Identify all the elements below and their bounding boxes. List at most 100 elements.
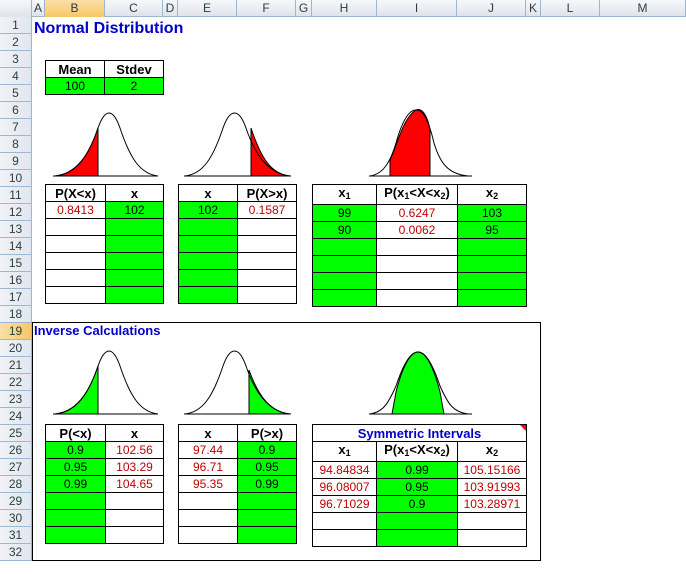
- x-input-cell[interactable]: [178, 235, 238, 253]
- column-header-f[interactable]: F: [237, 0, 296, 17]
- row-header-26[interactable]: 26: [0, 442, 32, 459]
- prob-input[interactable]: [45, 509, 106, 527]
- row-header-14[interactable]: 14: [0, 238, 32, 255]
- prob-input[interactable]: 0.99: [237, 475, 297, 493]
- row-header-3[interactable]: 3: [0, 51, 32, 68]
- prob-input[interactable]: 0.95: [376, 478, 458, 496]
- row-header-23[interactable]: 23: [0, 391, 32, 408]
- column-header-b[interactable]: B: [45, 0, 105, 17]
- row-header-30[interactable]: 30: [0, 510, 32, 527]
- x-input-cell[interactable]: [178, 218, 238, 236]
- row-header-22[interactable]: 22: [0, 374, 32, 391]
- column-header-i[interactable]: I: [377, 0, 457, 17]
- column-header-a[interactable]: A: [32, 0, 45, 17]
- row-header-15[interactable]: 15: [0, 255, 32, 272]
- header-x: x: [178, 424, 238, 442]
- prob-input[interactable]: [45, 526, 106, 544]
- x2-input[interactable]: [457, 255, 527, 273]
- prob-input[interactable]: 0.9: [45, 441, 106, 459]
- prob-input[interactable]: 0.9: [237, 441, 297, 459]
- x2-input[interactable]: [457, 289, 527, 307]
- row-header-8[interactable]: 8: [0, 136, 32, 153]
- shaded-area: [54, 365, 99, 415]
- row-header-25[interactable]: 25: [0, 425, 32, 442]
- x1-input[interactable]: 90: [312, 221, 377, 239]
- column-header-d[interactable]: D: [163, 0, 178, 17]
- x-input-cell[interactable]: [105, 235, 164, 253]
- prob-input[interactable]: [376, 512, 458, 530]
- column-header-l[interactable]: L: [541, 0, 600, 17]
- x2-input[interactable]: [457, 238, 527, 256]
- row-header-13[interactable]: 13: [0, 221, 32, 238]
- empty-cell: [105, 509, 164, 527]
- prob-input[interactable]: [376, 529, 458, 547]
- cdf-left-x-input[interactable]: 102: [105, 201, 164, 219]
- x1-input[interactable]: [312, 255, 377, 273]
- row-header-12[interactable]: 12: [0, 204, 32, 221]
- row-header-6[interactable]: 6: [0, 102, 32, 119]
- column-header-c[interactable]: C: [105, 0, 163, 17]
- prob-input[interactable]: 0.99: [376, 461, 458, 479]
- row-header-32[interactable]: 32: [0, 544, 32, 561]
- bell-right-tail-green: [184, 350, 291, 415]
- row-header-24[interactable]: 24: [0, 408, 32, 425]
- prob-input[interactable]: [237, 509, 297, 527]
- comment-indicator-icon[interactable]: [520, 425, 526, 431]
- x-input-cell[interactable]: [105, 252, 164, 270]
- x-input-cell[interactable]: [178, 252, 238, 270]
- row-header-17[interactable]: 17: [0, 289, 32, 306]
- prob-input[interactable]: 0.95: [237, 458, 297, 476]
- column-header-g[interactable]: G: [296, 0, 312, 17]
- prob-input[interactable]: [237, 526, 297, 544]
- row-header-4[interactable]: 4: [0, 68, 32, 85]
- row-header-9[interactable]: 9: [0, 153, 32, 170]
- column-header-h[interactable]: H: [312, 0, 377, 17]
- x-input-cell[interactable]: [178, 269, 238, 287]
- header-p-between: P(x1<X<x2): [376, 184, 458, 205]
- prob-input[interactable]: 0.95: [45, 458, 106, 476]
- column-header-k[interactable]: K: [526, 0, 541, 17]
- row-header-27[interactable]: 27: [0, 459, 32, 476]
- prob-input[interactable]: 0.9: [376, 495, 458, 513]
- x-input-cell[interactable]: [105, 218, 164, 236]
- column-header-m[interactable]: M: [600, 0, 686, 17]
- column-header-j[interactable]: J: [457, 0, 526, 17]
- row-header-2[interactable]: 2: [0, 34, 32, 51]
- prob-input[interactable]: [45, 492, 106, 510]
- x1-input[interactable]: [312, 289, 377, 307]
- select-all-corner[interactable]: [0, 0, 32, 17]
- row-header-29[interactable]: 29: [0, 493, 32, 510]
- x1-input[interactable]: [312, 238, 377, 256]
- x2-input[interactable]: 103: [457, 204, 527, 222]
- row-header-10[interactable]: 10: [0, 170, 32, 187]
- x-input-cell[interactable]: [105, 269, 164, 287]
- x2-input[interactable]: 95: [457, 221, 527, 239]
- shaded-area: [248, 369, 291, 415]
- row-header-20[interactable]: 20: [0, 340, 32, 357]
- bell-right-tail-red: [184, 112, 291, 177]
- x-input-cell[interactable]: [178, 286, 238, 304]
- row-header-18[interactable]: 18: [0, 306, 32, 323]
- row-header-11[interactable]: 11: [0, 187, 32, 204]
- empty-cell: [45, 235, 106, 253]
- row-header-16[interactable]: 16: [0, 272, 32, 289]
- row-header-1[interactable]: 1: [0, 17, 32, 34]
- row-header-5[interactable]: 5: [0, 85, 32, 102]
- x1-input[interactable]: 99: [312, 204, 377, 222]
- column-header-e[interactable]: E: [178, 0, 237, 17]
- header-p-lt: P(<x): [45, 424, 106, 442]
- prob-input[interactable]: 0.99: [45, 475, 106, 493]
- stdev-input[interactable]: 2: [104, 77, 164, 95]
- cdf-right-x-input[interactable]: 102: [178, 201, 238, 219]
- mean-input[interactable]: 100: [45, 77, 105, 95]
- row-header-7[interactable]: 7: [0, 119, 32, 136]
- row-header-19[interactable]: 19: [0, 323, 32, 340]
- x-input-cell[interactable]: [105, 286, 164, 304]
- x1-input[interactable]: [312, 272, 377, 290]
- row-header-28[interactable]: 28: [0, 476, 32, 493]
- row-header-31[interactable]: 31: [0, 527, 32, 544]
- prob-input[interactable]: [237, 492, 297, 510]
- x1-result: 94.84834: [312, 461, 377, 479]
- x2-input[interactable]: [457, 272, 527, 290]
- row-header-21[interactable]: 21: [0, 357, 32, 374]
